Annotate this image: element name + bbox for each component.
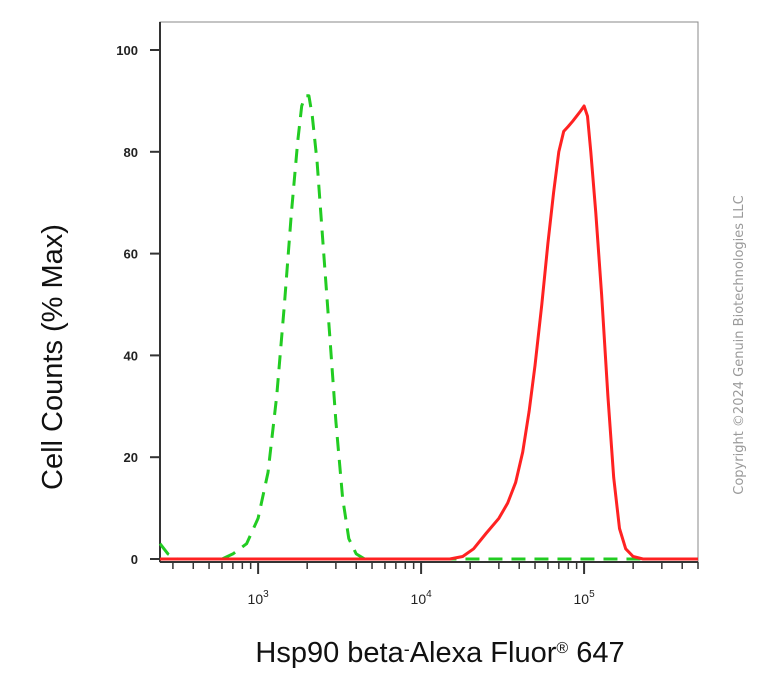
- sample-histogram-line: [160, 104, 698, 561]
- x-tick-label: 103: [248, 589, 270, 607]
- copyright-watermark: Copyright ©2024 Genuin Biotechnologies L…: [732, 195, 747, 494]
- x-axis-title-end: 647: [568, 637, 624, 669]
- x-axis-title-tail: Alexa Fluor: [410, 637, 557, 669]
- y-tick-label: 100: [116, 43, 138, 58]
- x-tick-label-base: 10: [248, 591, 264, 607]
- x-tick-label-base: 10: [574, 591, 590, 607]
- y-axis-ticks: 0 20 40 60 80 100: [116, 43, 160, 567]
- isotype-control-histogram-line: [158, 94, 698, 561]
- x-tick-label-exponent: 3: [263, 589, 269, 600]
- x-axis-ticks: 103 104 105: [172, 562, 699, 607]
- x-axis-title-separator: -: [404, 639, 410, 659]
- x-tick-label-exponent: 4: [426, 589, 432, 600]
- y-axis-title: Cell Counts (% Max): [37, 224, 69, 490]
- y-tick-label: 80: [124, 145, 138, 160]
- y-tick-label: 40: [124, 348, 138, 363]
- x-tick-label: 105: [574, 589, 596, 607]
- x-axis-title-registered: ®: [556, 640, 568, 657]
- x-tick-label: 104: [411, 589, 433, 607]
- y-tick-label: 60: [124, 247, 138, 262]
- plot-frame: [159, 21, 699, 563]
- y-tick-label: 20: [124, 450, 138, 465]
- x-tick-label-base: 10: [411, 591, 427, 607]
- x-tick-label-exponent: 5: [589, 589, 595, 600]
- x-axis-title-main: Hsp90 beta: [255, 637, 404, 669]
- series-layer: [158, 94, 698, 561]
- x-axis-title: Hsp90 beta-Alexa Fluor® 647: [255, 637, 624, 669]
- y-tick-label: 0: [131, 552, 138, 567]
